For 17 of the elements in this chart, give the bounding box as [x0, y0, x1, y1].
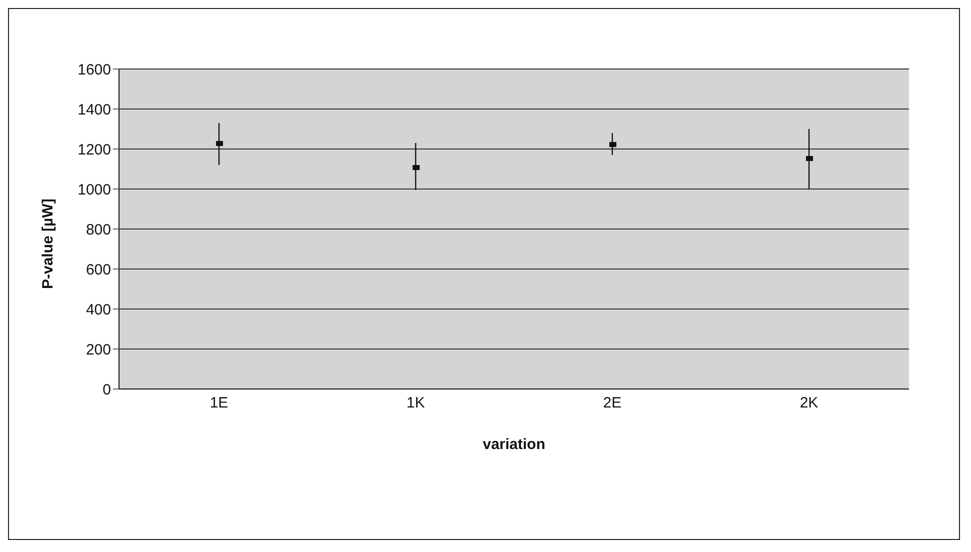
y-tick-label: 400 — [86, 301, 111, 318]
point — [216, 141, 223, 146]
x-tick-label: 2E — [603, 394, 622, 412]
x-tick-label: 2K — [800, 394, 818, 412]
y-tick-label: 200 — [86, 341, 111, 358]
y-tick-label: 600 — [86, 261, 111, 278]
y-tick-label: 0 — [102, 381, 111, 398]
y-axis-title: P-value [µW] — [39, 198, 56, 289]
y-tick-label: 1200 — [78, 141, 111, 158]
y-tick-label: 1000 — [78, 181, 111, 198]
point — [806, 156, 813, 161]
y-tick-label: 1600 — [78, 61, 111, 78]
x-tick-label: 1E — [210, 394, 228, 412]
x-tick-label: 1K — [406, 394, 425, 412]
x-axis-title: variation — [482, 436, 546, 453]
y-tick-label: 800 — [86, 221, 111, 238]
y-tick-label: 1400 — [78, 101, 111, 118]
